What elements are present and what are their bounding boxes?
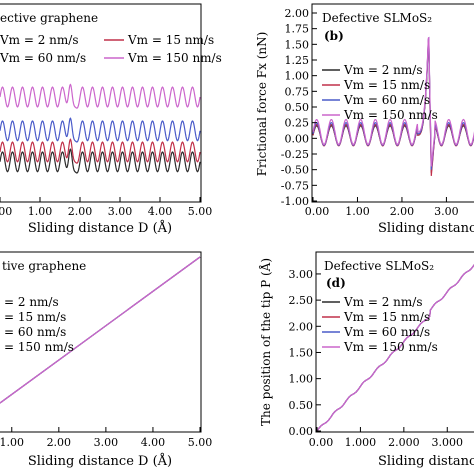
panel-b-y-tick-label: 1.25 bbox=[285, 54, 310, 67]
panel-d-y-tick-label: 3.00 bbox=[289, 268, 314, 281]
panel-c-legend-label: = 15 nm/s bbox=[4, 310, 66, 324]
panel-d-panel-label: (d) bbox=[326, 276, 346, 290]
panel-b-y-ticks: 2.00 1.75 1.50 1.25 1.00 0.75 0.50 0.25 0.00 -0.2… bbox=[281, 7, 317, 208]
panel-a-x-tick-label: 3.00 bbox=[108, 205, 133, 218]
panel-a-series-line bbox=[0, 148, 201, 174]
panel-b-y-tick-label: -0.50 bbox=[281, 164, 309, 177]
panel-c-x-tick-label: 1.00 bbox=[0, 436, 24, 449]
panel-b-y-tick-label: -0.75 bbox=[281, 179, 309, 192]
panel-b-series bbox=[312, 36, 474, 176]
panel-b-x-tick-label: 1.00 bbox=[345, 205, 370, 218]
panel-d-y-tick-label: 2.00 bbox=[289, 320, 314, 333]
panel-c-x-ticks: 1.00 2.00 3.00 4.00 5.00 bbox=[0, 427, 212, 449]
panel-b-title: Defective SLMoS₂ bbox=[322, 11, 432, 25]
panel-b-y-tick-label: 0.25 bbox=[285, 117, 310, 130]
panel-a-x-tick-label: 0.00 bbox=[0, 205, 12, 218]
panel-d-ylabel: The position of the tip P (Å) bbox=[258, 258, 273, 426]
panel-d-x-ticks: 0.00 1.000 2.000 3.000 bbox=[309, 427, 463, 449]
panel-d-x-tick-label: 1.000 bbox=[345, 436, 377, 449]
panel-b-x-tick-label: 3.00 bbox=[434, 205, 459, 218]
panel-d-xlabel: Sliding distance bbox=[378, 454, 474, 469]
panel-b-y-tick-label: 1.50 bbox=[285, 38, 310, 51]
panel-c: 1.00 2.00 3.00 4.00 5.00 tive graphene = 2 n… bbox=[0, 251, 212, 469]
panel-a-legend-label: Vm = 60 nm/s bbox=[0, 51, 86, 65]
panel-b-y-tick-label: -0.25 bbox=[281, 148, 309, 161]
panel-b: 2.00 1.75 1.50 1.25 1.00 0.75 0.50 0.25 0.00 -0.2… bbox=[255, 3, 474, 236]
panel-c-legend-label: = 2 nm/s bbox=[4, 295, 59, 309]
panel-c-x-tick-label: 5.00 bbox=[188, 436, 213, 449]
panel-b-y-tick-label: 1.00 bbox=[285, 70, 310, 83]
panel-a-x-tick-label: 1.00 bbox=[28, 205, 53, 218]
panel-b-x-tick-label: 2.00 bbox=[390, 205, 415, 218]
panel-d-x-tick-label: 2.000 bbox=[388, 436, 420, 449]
panel-a-legend-label: Vm = 2 nm/s bbox=[0, 33, 79, 47]
panel-d-x-tick-label: 0.00 bbox=[309, 436, 334, 449]
panel-b-legend-label: Vm = 15 nm/s bbox=[343, 78, 430, 92]
panel-d-legend-label: Vm = 2 nm/s bbox=[343, 295, 423, 309]
panel-a-x-tick-label: 5.00 bbox=[188, 205, 213, 218]
panel-a-series-line bbox=[0, 117, 201, 143]
panel-d-series bbox=[316, 264, 474, 432]
panel-c-frame bbox=[0, 251, 202, 433]
panel-d-x-tick-label: 3.000 bbox=[432, 436, 464, 449]
panel-a-frame bbox=[0, 3, 202, 203]
panel-d-y-ticks: 3.00 2.50 2.00 1.50 1.00 0.50 0.00 bbox=[289, 268, 321, 438]
panel-d-title: Defective SLMoS₂ bbox=[324, 259, 434, 273]
panel-b-legend-label: Vm = 60 nm/s bbox=[343, 93, 430, 107]
panel-a-series-line bbox=[0, 138, 201, 164]
panel-a-title: ective graphene bbox=[0, 11, 98, 25]
panel-c-legend-label: = 150 nm/s bbox=[4, 340, 74, 354]
panel-d: 3.00 2.50 2.00 1.50 1.00 0.50 0.00 0.00 1.000 2.… bbox=[258, 251, 474, 469]
panel-b-ylabel: Frictional force Fx (nN) bbox=[255, 32, 269, 177]
panel-d-legend-label: Vm = 150 nm/s bbox=[343, 340, 438, 354]
panel-c-x-tick-label: 4.00 bbox=[141, 436, 166, 449]
panel-a-legend-label: Vm = 150 nm/s bbox=[127, 51, 222, 65]
panel-b-legend-label: Vm = 150 nm/s bbox=[343, 108, 438, 122]
panel-d-legend: Vm = 2 nm/sVm = 15 nm/sVm = 60 nm/sVm = … bbox=[322, 295, 438, 354]
panel-d-legend-label: Vm = 60 nm/s bbox=[343, 325, 430, 339]
panel-b-series-line bbox=[312, 37, 474, 167]
panel-a-legend: Vm = 2 nm/s Vm = 60 nm/s Vm = 15 nm/s Vm = … bbox=[0, 33, 222, 65]
panel-b-x-tick-label: 0.00 bbox=[305, 205, 330, 218]
panel-c-legend: = 2 nm/s= 15 nm/s= 60 nm/s= 150 nm/s bbox=[4, 295, 74, 354]
panel-d-y-tick-label: 1.00 bbox=[289, 373, 314, 386]
panel-b-legend: Vm = 2 nm/sVm = 15 nm/sVm = 60 nm/sVm = … bbox=[322, 63, 438, 122]
panel-c-xlabel: Sliding distance D (Å) bbox=[28, 453, 172, 469]
panel-b-x-ticks: 0.00 1.00 2.00 3.00 bbox=[305, 197, 459, 218]
panel-c-x-tick-label: 2.00 bbox=[47, 436, 72, 449]
panel-b-panel-label: (b) bbox=[324, 29, 344, 43]
panel-d-y-tick-label: 1.50 bbox=[289, 346, 314, 359]
panel-b-xlabel: Sliding distance bbox=[378, 221, 474, 236]
panel-d-series-line bbox=[316, 264, 474, 432]
panel-b-y-tick-label: 2.00 bbox=[285, 7, 310, 20]
panel-a-x-ticks: 0.00 1.00 2.00 3.00 4.00 5.00 bbox=[0, 197, 212, 218]
panel-c-legend-label: = 60 nm/s bbox=[4, 325, 66, 339]
panel-a-series-line bbox=[0, 83, 201, 109]
panel-b-y-tick-label: 0.75 bbox=[285, 85, 310, 98]
panel-c-title: tive graphene bbox=[2, 259, 86, 273]
panel-d-y-tick-label: 0.50 bbox=[289, 399, 314, 412]
panel-c-series-line bbox=[0, 256, 201, 404]
panel-a-x-tick-label: 4.00 bbox=[148, 205, 173, 218]
panel-a-xlabel: Sliding distance D (Å) bbox=[28, 220, 172, 236]
panel-b-y-tick-label: 0.00 bbox=[285, 132, 310, 145]
panel-d-legend-label: Vm = 15 nm/s bbox=[343, 310, 430, 324]
panel-b-y-tick-label: 1.75 bbox=[285, 23, 310, 36]
panel-b-legend-label: Vm = 2 nm/s bbox=[343, 63, 423, 77]
panel-c-x-tick-label: 3.00 bbox=[94, 436, 119, 449]
panel-a-legend-label: Vm = 15 nm/s bbox=[127, 33, 214, 47]
panel-d-y-tick-label: 2.50 bbox=[289, 294, 314, 307]
panel-d-frame bbox=[315, 251, 474, 433]
panel-a-x-tick-label: 2.00 bbox=[68, 205, 93, 218]
panel-c-series bbox=[0, 256, 201, 404]
panel-b-y-tick-label: -1.00 bbox=[281, 195, 309, 208]
panel-b-frame bbox=[311, 3, 474, 203]
panel-d-y-tick-label: 0.00 bbox=[289, 425, 314, 438]
panel-b-y-tick-label: 0.50 bbox=[285, 101, 310, 114]
panel-a: 0.00 1.00 2.00 3.00 4.00 5.00 ective graphene… bbox=[0, 3, 222, 236]
panel-a-series bbox=[0, 83, 201, 174]
